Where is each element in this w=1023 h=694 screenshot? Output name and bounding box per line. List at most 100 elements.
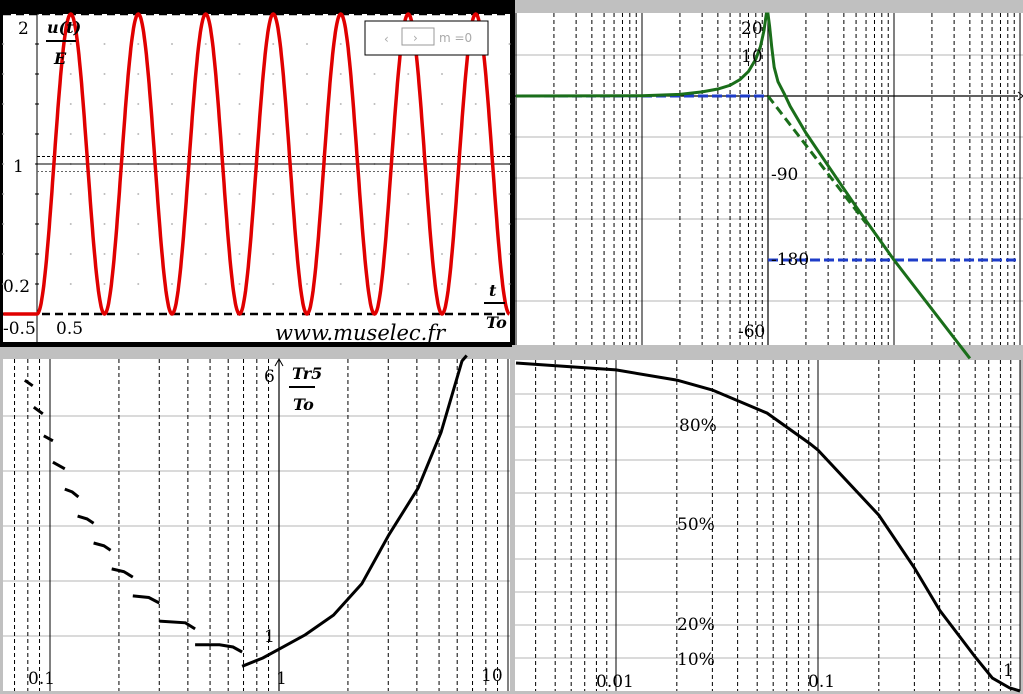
grid-dot <box>441 103 443 105</box>
x-tick-label: 0.1 <box>808 672 835 692</box>
grid-dot <box>272 73 275 75</box>
bode-panel-plot <box>515 13 1023 345</box>
grid-dot <box>373 133 376 135</box>
next-button[interactable] <box>401 27 435 46</box>
grid-dot <box>171 253 173 255</box>
grid-dot <box>306 103 308 105</box>
grid-dot <box>2 193 5 195</box>
grid-dot <box>508 193 511 195</box>
grid-dot <box>2 283 5 285</box>
y-tick-label: 80% <box>679 416 717 436</box>
grid-dot <box>272 43 275 45</box>
y-tick-label: 6 <box>264 367 275 387</box>
magnitude-curve <box>515 12 972 360</box>
grid-dot <box>69 133 72 135</box>
grid-dot <box>137 103 140 105</box>
grid-dot <box>69 103 72 105</box>
grid-dot <box>474 103 477 105</box>
y-axis-label-numerator: Tr5 <box>292 364 322 383</box>
grid-dot <box>339 223 342 225</box>
grid-dot <box>339 43 342 45</box>
settling-time-segment <box>241 354 468 668</box>
grid-dot <box>204 133 207 135</box>
grid-dot <box>373 193 376 195</box>
grid-dot <box>2 223 5 225</box>
grid-dot <box>2 43 5 45</box>
grid-dot <box>2 133 5 135</box>
y-tick-label: -60 <box>738 322 765 342</box>
grid-dot <box>306 43 308 45</box>
grid-dot <box>272 103 275 105</box>
grid-dot <box>2 103 5 105</box>
y-tick-label: -180 <box>771 250 809 270</box>
settling-time-segment <box>159 619 196 631</box>
grid-dot <box>508 223 511 225</box>
grid-dot <box>474 283 477 285</box>
grid-dot <box>137 193 140 195</box>
grid-dot <box>103 103 106 105</box>
grid-dot <box>407 253 410 255</box>
grid-dot <box>407 133 410 135</box>
response-curve <box>3 12 511 316</box>
x-tick-label: 1 <box>1003 661 1014 681</box>
next-icon[interactable]: › <box>413 31 418 45</box>
grid-dot <box>171 103 173 105</box>
separator <box>0 345 512 347</box>
y-tick-label: 20 <box>741 19 763 39</box>
grid-dot <box>407 283 410 285</box>
watermark: www.muselec.fr <box>275 321 447 345</box>
parameter-label: m =0 <box>439 31 472 45</box>
grid-dot <box>441 223 443 225</box>
grid-dot <box>508 133 511 135</box>
y-tick-label: 20% <box>677 615 715 635</box>
grid-dot <box>272 223 275 225</box>
grid-dot <box>69 253 72 255</box>
grid-dot <box>441 133 443 135</box>
y-tick-label: 10% <box>677 650 715 670</box>
grid-dot <box>407 73 410 75</box>
grid-dot <box>204 283 207 285</box>
grid-dot <box>373 283 376 285</box>
grid-dot <box>137 133 140 135</box>
time-response-chart <box>2 12 511 342</box>
grid-dot <box>137 73 140 75</box>
y-tick-label: 50% <box>677 515 715 535</box>
x-axis-label-numerator: t <box>489 281 497 300</box>
settling-time-segment <box>195 643 243 654</box>
x-tick-label: 0.1 <box>28 669 55 689</box>
y-axis-label-denominator: E <box>53 49 67 68</box>
grid-dot <box>238 253 241 255</box>
grid-dot <box>508 283 511 285</box>
grid-dot <box>69 43 72 45</box>
grid-dot <box>272 133 275 135</box>
grid-dot <box>508 253 511 255</box>
grid-dot <box>474 73 477 75</box>
grid-dot <box>508 73 511 75</box>
grid-dot <box>103 133 106 135</box>
grid-dot <box>2 163 5 165</box>
y-axis-label-denominator: To <box>293 395 314 414</box>
grid-dot <box>2 73 5 75</box>
percent-curve <box>515 361 1021 693</box>
settling-time-segment <box>23 379 34 388</box>
y-tick-label: 0.2 <box>3 277 30 297</box>
grid-dot <box>407 193 410 195</box>
slider-control: ‹ › m =0 <box>364 20 489 56</box>
grid-dot <box>306 253 308 255</box>
grid-dot <box>474 253 477 255</box>
grid-dot <box>2 253 5 255</box>
grid-dot <box>306 133 308 135</box>
grid-dot <box>272 253 275 255</box>
grid-dot <box>508 43 511 45</box>
y-tick-label: -90 <box>771 165 798 185</box>
prev-button[interactable]: ‹ <box>384 32 389 46</box>
grid-dot <box>306 73 308 75</box>
grid-dot <box>137 283 140 285</box>
grid-dot <box>137 43 140 45</box>
grid-dot <box>171 223 173 225</box>
x-tick-label: -0.5 <box>3 319 36 339</box>
grid-dot <box>204 193 207 195</box>
grid-dot <box>238 73 241 75</box>
x-tick-label: 10 <box>481 666 503 686</box>
